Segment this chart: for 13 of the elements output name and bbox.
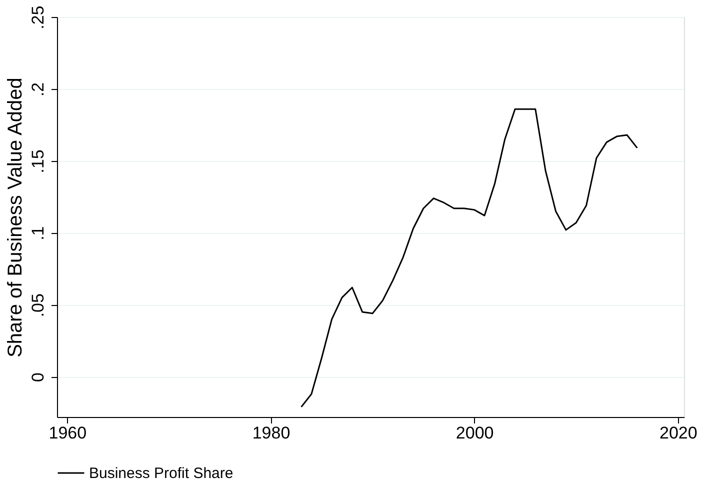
y-axis-title: Share of Business Value Added (4, 78, 26, 358)
x-tick-label: 1980 (252, 424, 290, 442)
y-tick-label: .05 (28, 293, 48, 318)
y-tick-label: .25 (28, 6, 48, 30)
y-tick-label: .15 (28, 150, 48, 174)
line-series (300, 108, 638, 408)
y-tick-label: 0 (28, 372, 48, 382)
legend-label: Business Profit Share (89, 465, 234, 482)
y-tick-label: .2 (28, 82, 48, 97)
x-tick-label: 2000 (456, 424, 494, 442)
x-tick-label: 1960 (48, 424, 87, 442)
y-tick-label: .1 (28, 226, 48, 240)
x-tick-label: 2020 (659, 424, 698, 442)
